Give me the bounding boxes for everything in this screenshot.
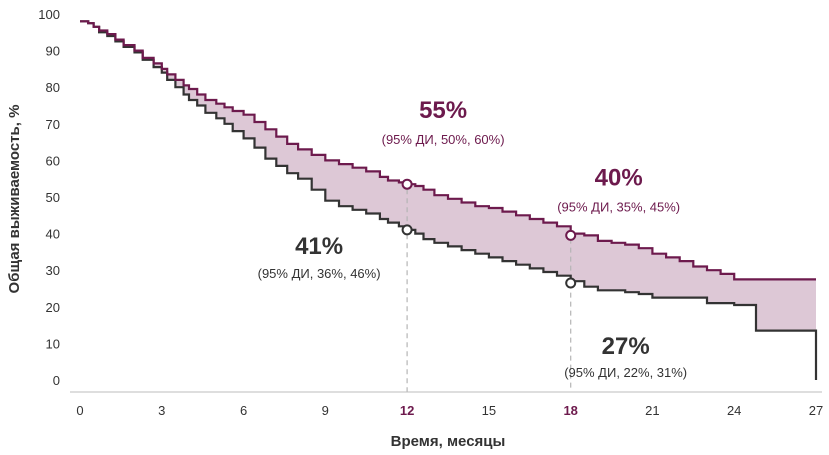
y-tick-label-0: 0	[53, 373, 60, 388]
treatment-curve	[80, 20, 816, 281]
control-curve	[80, 20, 818, 380]
annotations: 55% (95% ДИ, 50%, 60%) 41% (95% ДИ, 36%, 46…	[258, 97, 688, 380]
x-tick-label-3: 3	[158, 403, 165, 418]
x-tick-label-0: 0	[76, 403, 83, 418]
annotation-value-control-12: 41%	[295, 233, 343, 260]
annotation-ci-control-18: (95% ДИ, 22%, 31%)	[564, 365, 687, 380]
annotation-value-treatment-18: 40%	[595, 164, 643, 191]
y-tick-label-60: 60	[46, 153, 60, 168]
y-tick-label-90: 90	[46, 44, 60, 59]
difference-shading	[80, 21, 816, 331]
y-tick-label-70: 70	[46, 117, 60, 132]
marker-control-18	[565, 277, 577, 289]
annotation-ci-control-12: (95% ДИ, 36%, 46%)	[258, 266, 381, 281]
x-tick-label-24: 24	[727, 403, 741, 418]
y-tick-label-10: 10	[46, 336, 60, 351]
survival-difference-area	[80, 21, 816, 331]
x-tick-label-15: 15	[482, 403, 496, 418]
y-tick-label-100: 100	[38, 7, 60, 22]
timepoint-markers	[401, 178, 577, 289]
x-tick-label-21: 21	[645, 403, 659, 418]
x-tick-label-9: 9	[322, 403, 329, 418]
annotation-ci-treatment-12: (95% ДИ, 50%, 60%)	[382, 132, 505, 147]
marker-treatment-12	[401, 178, 413, 190]
survival-curves	[80, 20, 818, 380]
annotation-value-treatment-12: 55%	[419, 97, 467, 124]
x-tick-label-18: 18	[563, 403, 577, 418]
x-axis-title: Время, месяцы	[391, 433, 506, 450]
x-axis-ticks: 0 3 6 9 12 15 18 21 24 27	[76, 403, 823, 418]
x-tick-label-6: 6	[240, 403, 247, 418]
y-tick-label-20: 20	[46, 300, 60, 315]
annotation-ci-treatment-18: (95% ДИ, 35%, 45%)	[557, 199, 680, 214]
x-tick-label-12: 12	[400, 403, 414, 418]
annotation-value-control-18: 27%	[602, 333, 650, 360]
x-tick-label-27: 27	[809, 403, 823, 418]
y-axis-ticks: 0 10 20 30 40 50 60 70 80 90 100	[38, 7, 60, 388]
y-tick-label-80: 80	[46, 80, 60, 95]
marker-control-12	[401, 224, 413, 236]
reference-lines	[406, 189, 572, 392]
y-tick-label-30: 30	[46, 263, 60, 278]
y-tick-label-50: 50	[46, 190, 60, 205]
marker-treatment-18	[565, 229, 577, 241]
y-axis-title: Общая выживаемость, %	[6, 105, 23, 294]
y-tick-label-40: 40	[46, 227, 60, 242]
